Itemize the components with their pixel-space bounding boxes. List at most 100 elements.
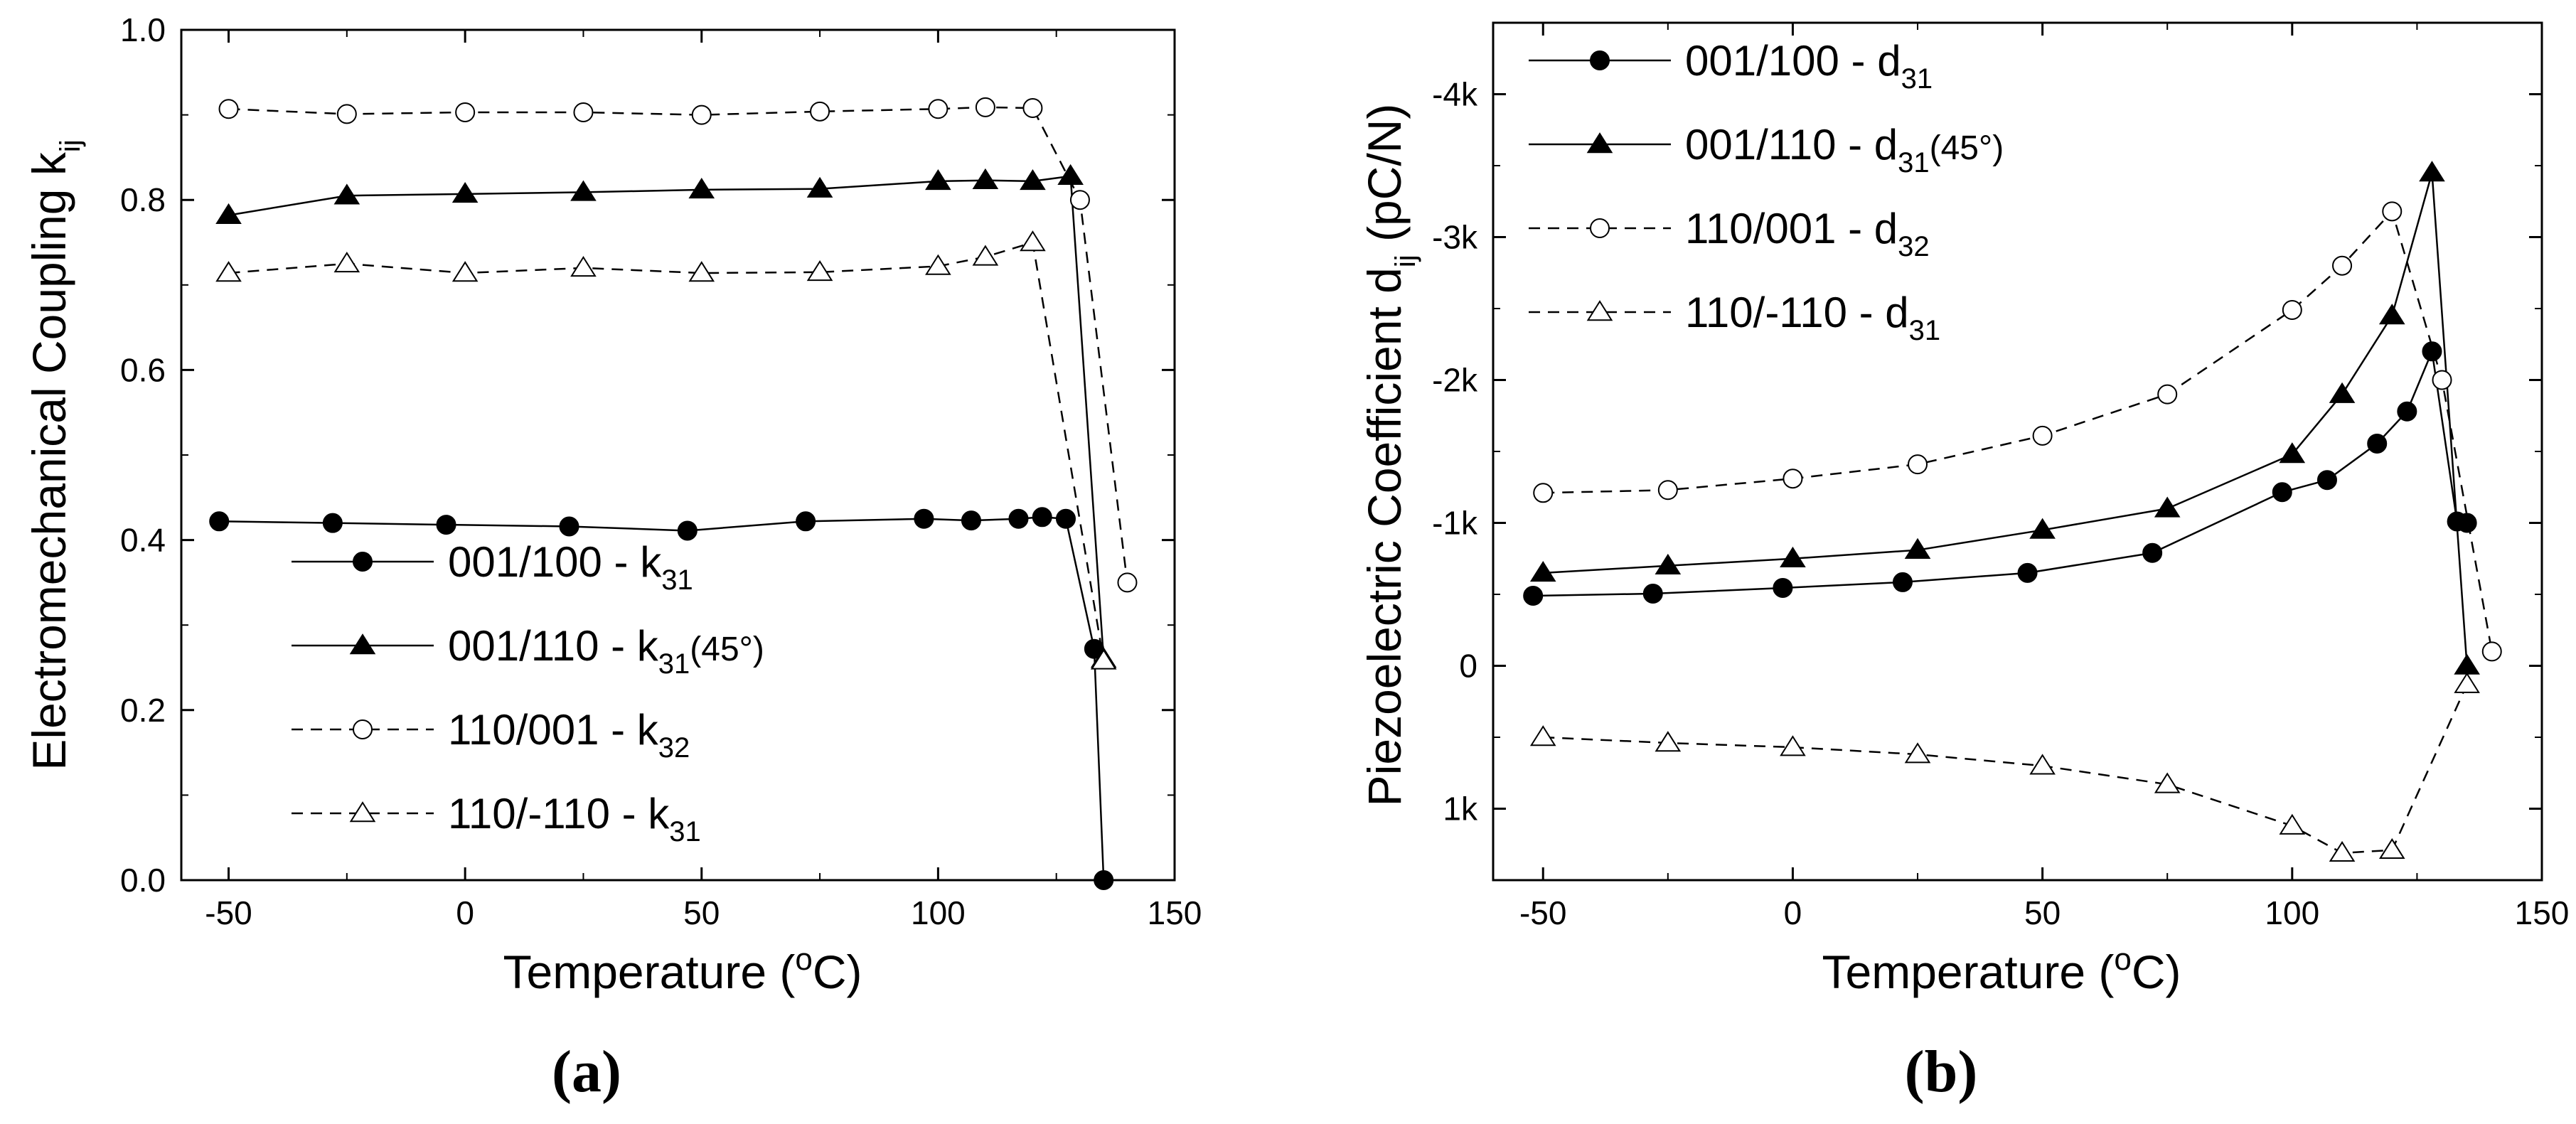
- panel-label: (b): [1905, 1039, 1978, 1105]
- legend-label-sub: 32: [658, 732, 690, 764]
- y-tick-label: -4k: [1432, 76, 1478, 113]
- legend-label-sub: 32: [1898, 231, 1930, 262]
- data-point: [215, 261, 242, 282]
- data-point: [2457, 513, 2477, 533]
- legend-label-main: 110/-110 - d: [1685, 289, 1909, 336]
- legend-label-sub: 31: [661, 564, 693, 596]
- x-tick-label: 150: [1148, 894, 1202, 931]
- data-point: [2481, 641, 2502, 662]
- data-point: [2419, 161, 2445, 182]
- y-tick-label: 0: [1459, 648, 1477, 685]
- data-point: [436, 515, 456, 535]
- data-point: [1780, 735, 1806, 756]
- y-tick-label: 1k: [1443, 791, 1478, 828]
- y-title-pre: Piezoelectric Coefficient d: [1358, 267, 1411, 806]
- legend-label-sub: 31: [1898, 147, 1930, 178]
- data-point: [925, 169, 951, 191]
- y-tick-label: -3k: [1432, 219, 1478, 256]
- data-point: [451, 181, 479, 203]
- series-1: [209, 507, 1114, 890]
- data-point: [1908, 454, 1928, 475]
- data-point: [1022, 98, 1043, 119]
- y-tick-label: 0.2: [120, 692, 166, 729]
- data-point: [928, 99, 948, 119]
- data-point: [1529, 725, 1556, 746]
- y-title-post: (pC/N): [1358, 104, 1411, 255]
- data-point: [215, 203, 242, 224]
- data-point: [688, 177, 715, 199]
- data-point: [1892, 572, 1913, 592]
- legend-label: 110/001 - k32: [448, 706, 690, 764]
- data-point: [2272, 482, 2292, 503]
- data-point: [2378, 837, 2405, 860]
- data-point: [218, 99, 239, 119]
- data-point: [2316, 470, 2337, 491]
- legend-label: 110/001 - d32: [1685, 205, 1930, 262]
- y-axis-title: Piezoelectric Coefficient dij (pC/N): [1358, 104, 1421, 807]
- y-axis-title: Electromechanical Coupling kij: [23, 139, 86, 770]
- data-point: [2454, 672, 2480, 693]
- data-point: [1904, 742, 1931, 764]
- x-title-degree: o: [2114, 942, 2131, 977]
- data-point: [2154, 496, 2181, 518]
- data-point: [573, 102, 594, 123]
- data-point: [1117, 572, 1138, 593]
- data-point: [1020, 230, 1046, 252]
- data-point: [322, 513, 343, 533]
- data-point: [972, 168, 999, 189]
- data-point: [1773, 577, 1793, 598]
- data-point: [1529, 560, 1556, 582]
- data-point: [2017, 562, 2038, 583]
- legend-label-main: 110/001 - d: [1685, 205, 1898, 252]
- data-point: [1523, 586, 1544, 606]
- data-point: [1780, 546, 1806, 567]
- data-point: [1020, 169, 1046, 191]
- legend-label: 001/100 - k31: [448, 538, 693, 596]
- data-point: [570, 180, 597, 201]
- data-point: [1090, 648, 1117, 670]
- x-tick-label: 100: [911, 894, 966, 931]
- legend-label-tail: (45°): [1930, 129, 2004, 167]
- data-point: [570, 256, 597, 277]
- data-point: [806, 176, 833, 198]
- x-tick-label: -50: [1519, 894, 1566, 931]
- legend-marker: [1586, 300, 1613, 321]
- x-title-post: C): [2132, 946, 2181, 998]
- data-point: [1783, 469, 1803, 489]
- x-title-pre: Temperature (: [1822, 946, 2115, 998]
- legend-label-main: 001/100 - k: [448, 538, 662, 586]
- data-point: [1057, 164, 1084, 185]
- legend-marker: [349, 633, 376, 655]
- data-point: [691, 105, 712, 125]
- data-point: [2454, 653, 2480, 675]
- y-tick-label: 0.0: [120, 862, 166, 899]
- series-line: [1543, 210, 2493, 652]
- legend-label-sub: 31: [1909, 315, 1941, 346]
- x-tick-label: 50: [683, 894, 720, 931]
- data-point: [1094, 870, 1114, 890]
- data-point: [451, 261, 479, 282]
- data-point: [2279, 813, 2306, 835]
- data-point: [2382, 201, 2403, 222]
- legend-label-tail: (45°): [690, 631, 764, 668]
- series-4: [1529, 672, 2480, 862]
- data-point: [914, 508, 934, 529]
- y-tick-label: 0.8: [120, 181, 166, 218]
- x-tick-label: 150: [2515, 894, 2570, 931]
- legend-label: 110/-110 - k31: [448, 790, 701, 847]
- data-point: [333, 183, 360, 205]
- data-point: [688, 261, 715, 282]
- x-title-post: C): [813, 946, 862, 998]
- legend-label-main: 110/-110 - k: [448, 790, 670, 837]
- y-tick-label: -1k: [1432, 505, 1478, 542]
- data-point: [796, 511, 816, 532]
- x-tick-label: -50: [205, 894, 252, 931]
- data-point: [806, 259, 833, 282]
- data-point: [961, 510, 981, 531]
- x-tick-label: 0: [456, 894, 474, 931]
- data-point: [2279, 442, 2306, 464]
- legend-label-main: 001/100 - d: [1685, 37, 1901, 85]
- data-point: [336, 104, 357, 124]
- legend-marker: [1590, 218, 1610, 238]
